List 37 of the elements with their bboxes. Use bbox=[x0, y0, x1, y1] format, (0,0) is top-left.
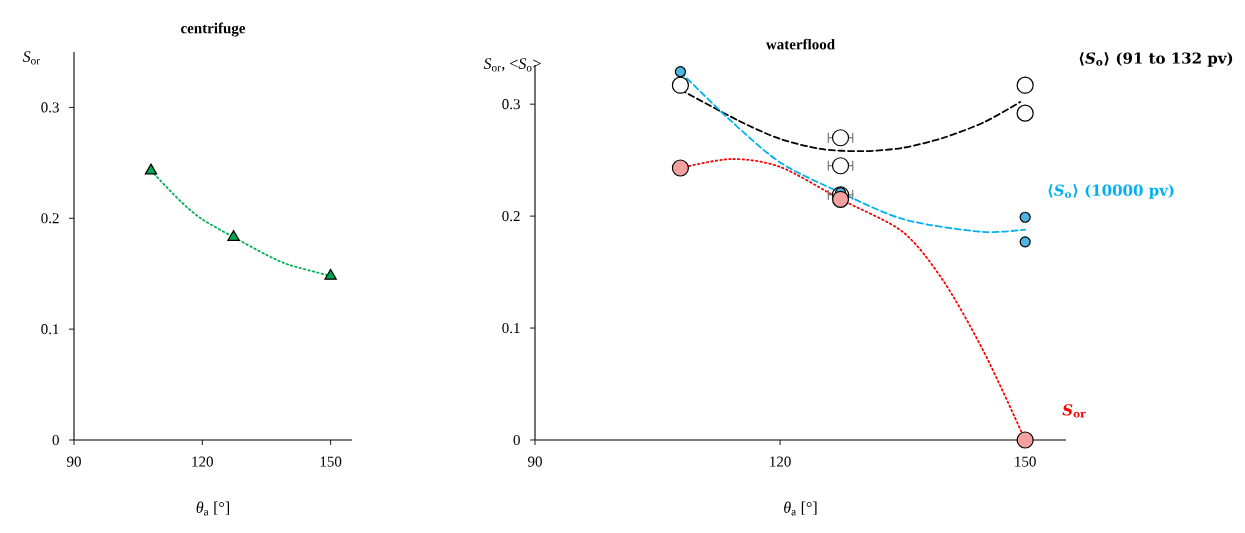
x-tick-label: 150 bbox=[1015, 456, 1036, 467]
x-tick-label: 90 bbox=[66, 456, 81, 467]
point bbox=[831, 129, 850, 147]
y-tick-label: 0.1 bbox=[502, 322, 520, 334]
point bbox=[831, 157, 850, 175]
point bbox=[831, 190, 850, 208]
point bbox=[674, 66, 687, 78]
point bbox=[1019, 236, 1031, 248]
y-tick-label: 0.1 bbox=[41, 324, 59, 335]
x-axis-title: θ$_{a}$ [°] bbox=[784, 501, 817, 516]
point bbox=[671, 159, 690, 177]
text: ⟨S$_{o}$⟩ (91 to 132 pv) bbox=[1079, 52, 1233, 67]
x-tick-label: 120 bbox=[192, 456, 213, 467]
point bbox=[324, 268, 337, 280]
y-tick-label: 0.3 bbox=[502, 99, 520, 110]
point bbox=[144, 163, 158, 175]
text: S$_{or}$ bbox=[1062, 404, 1086, 418]
x-axis-title: θ$_{a}$ [°] bbox=[196, 501, 230, 516]
text: ⟨S$_{o}$⟩ (10000 pv) bbox=[1048, 184, 1174, 199]
y-tick-label: 0.2 bbox=[502, 211, 520, 222]
x-tick-label: 150 bbox=[320, 456, 342, 467]
point bbox=[1016, 431, 1034, 449]
y-tick-label: 0.2 bbox=[41, 213, 59, 224]
x-tick-label: 90 bbox=[527, 456, 542, 467]
point bbox=[671, 76, 690, 94]
y-axis-title: S$_{or}$, <S$_{o}$> bbox=[483, 58, 541, 72]
point bbox=[1016, 104, 1034, 122]
y-axis-title: S$_{or}$ bbox=[22, 51, 40, 65]
point bbox=[1016, 76, 1034, 94]
point bbox=[1019, 211, 1031, 223]
chart-title: centrifuge bbox=[181, 22, 246, 37]
y-tick-label: 0 bbox=[52, 434, 59, 446]
y-tick-label: 0.3 bbox=[41, 102, 59, 113]
chart-title: waterflood bbox=[765, 38, 835, 50]
y-tick-label: 0 bbox=[513, 434, 520, 446]
x-tick-label: 120 bbox=[770, 456, 791, 467]
point bbox=[227, 230, 240, 241]
